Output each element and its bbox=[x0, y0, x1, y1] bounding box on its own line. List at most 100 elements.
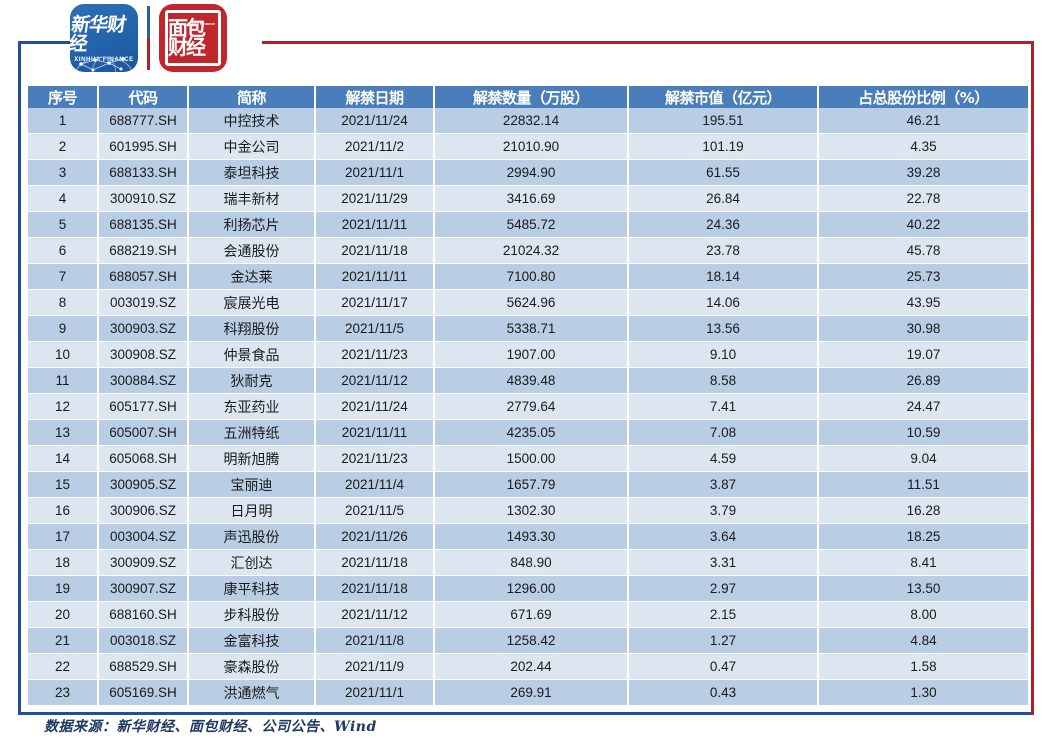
cell-index: 13 bbox=[28, 419, 99, 446]
cell-code: 688219.SH bbox=[98, 237, 189, 264]
cell-unlock-value: 4.59 bbox=[628, 445, 819, 472]
cell-code: 300908.SZ bbox=[98, 341, 189, 368]
column-header-unlock-qty[interactable]: 解禁数量（万股） bbox=[434, 86, 629, 108]
table-row[interactable]: 7 688057.SH 金达莱 2021/11/11 7100.80 18.14 25.73 bbox=[28, 263, 1028, 290]
cell-share-pct: 1.30 bbox=[818, 679, 1028, 706]
cell-share-pct: 9.04 bbox=[818, 445, 1028, 472]
cell-unlock-date: 2021/11/5 bbox=[315, 497, 435, 524]
cell-unlock-value: 7.08 bbox=[628, 419, 819, 446]
cell-unlock-value: 195.51 bbox=[628, 108, 819, 134]
xinhua-logo-en-text: XINHUA FINANCE bbox=[74, 56, 134, 63]
cell-unlock-value: 0.47 bbox=[628, 653, 819, 680]
table-row[interactable]: 20 688160.SH 步科股份 2021/11/12 671.69 2.15 8.00 bbox=[28, 601, 1028, 628]
cell-unlock-value: 14.06 bbox=[628, 289, 819, 316]
cell-unlock-date: 2021/11/18 bbox=[315, 575, 435, 602]
cell-short-name: 洪通燃气 bbox=[188, 679, 316, 706]
table-row[interactable]: 19 300907.SZ 康平科技 2021/11/18 1296.00 2.97 13.5… bbox=[28, 575, 1028, 602]
mianbao-logo-cn-text: 面包财经 bbox=[168, 16, 206, 59]
cell-unlock-qty: 2779.64 bbox=[434, 393, 629, 420]
frame-bottom-border bbox=[18, 712, 1034, 715]
cell-short-name: 会通股份 bbox=[188, 237, 316, 264]
cell-index: 9 bbox=[28, 315, 99, 342]
cell-unlock-value: 1.27 bbox=[628, 627, 819, 654]
cell-short-name: 金达莱 bbox=[188, 263, 316, 290]
cell-short-name: 声迅股份 bbox=[188, 523, 316, 550]
table-row[interactable]: 17 003004.SZ 声迅股份 2021/11/26 1493.30 3.64 18.2… bbox=[28, 523, 1028, 550]
frame-left-border bbox=[18, 41, 21, 715]
table-row[interactable]: 23 605169.SH 洪通燃气 2021/11/1 269.91 0.43 1.30 bbox=[28, 679, 1028, 706]
frame-top-left-border bbox=[18, 41, 108, 44]
cell-short-name: 中金公司 bbox=[188, 133, 316, 160]
table-row[interactable]: 21 003018.SZ 金富科技 2021/11/8 1258.42 1.27 4.84 bbox=[28, 627, 1028, 654]
cell-index: 6 bbox=[28, 237, 99, 264]
cell-unlock-date: 2021/11/23 bbox=[315, 445, 435, 472]
cell-unlock-value: 2.15 bbox=[628, 601, 819, 628]
table-row[interactable]: 15 300905.SZ 宝丽迪 2021/11/4 1657.79 3.87 11.51 bbox=[28, 471, 1028, 498]
cell-unlock-qty: 21024.32 bbox=[434, 237, 629, 264]
cell-index: 1 bbox=[28, 108, 99, 134]
cell-code: 003019.SZ bbox=[98, 289, 189, 316]
column-header-index[interactable]: 序号 bbox=[28, 86, 99, 108]
cell-code: 300910.SZ bbox=[98, 185, 189, 212]
table-header: 序号 代码 简称 解禁日期 解禁数量（万股） 解禁市值（亿元） 占总股份比例（%… bbox=[28, 86, 1028, 108]
cell-code: 003004.SZ bbox=[98, 523, 189, 550]
cell-unlock-date: 2021/11/29 bbox=[315, 185, 435, 212]
table-row[interactable]: 13 605007.SH 五洲特纸 2021/11/11 4235.05 7.08 10.5… bbox=[28, 419, 1028, 446]
table-header-row: 序号 代码 简称 解禁日期 解禁数量（万股） 解禁市值（亿元） 占总股份比例（%… bbox=[28, 86, 1028, 108]
globe-network-icon bbox=[75, 56, 133, 72]
cell-share-pct: 16.28 bbox=[818, 497, 1028, 524]
cell-share-pct: 8.41 bbox=[818, 549, 1028, 576]
cell-index: 20 bbox=[28, 601, 99, 628]
table-row[interactable]: 3 688133.SH 泰坦科技 2021/11/1 2994.90 61.55 39.28 bbox=[28, 159, 1028, 186]
cell-unlock-date: 2021/11/5 bbox=[315, 315, 435, 342]
column-header-unlock-value[interactable]: 解禁市值（亿元） bbox=[628, 86, 819, 108]
cell-unlock-value: 7.41 bbox=[628, 393, 819, 420]
cell-short-name: 金富科技 bbox=[188, 627, 316, 654]
table-row[interactable]: 2 601995.SH 中金公司 2021/11/2 21010.90 101.19 4.3… bbox=[28, 133, 1028, 160]
cell-unlock-date: 2021/11/18 bbox=[315, 549, 435, 576]
cell-unlock-value: 26.84 bbox=[628, 185, 819, 212]
cell-unlock-value: 3.79 bbox=[628, 497, 819, 524]
lockup-expiry-table: 序号 代码 简称 解禁日期 解禁数量（万股） 解禁市值（亿元） 占总股份比例（%… bbox=[28, 86, 1028, 706]
table-row[interactable]: 16 300906.SZ 日月明 2021/11/5 1302.30 3.79 16.28 bbox=[28, 497, 1028, 524]
cell-unlock-qty: 21010.90 bbox=[434, 133, 629, 160]
table-row[interactable]: 22 688529.SH 豪森股份 2021/11/9 202.44 0.47 1.58 bbox=[28, 653, 1028, 680]
cell-unlock-qty: 1657.79 bbox=[434, 471, 629, 498]
table-row[interactable]: 11 300884.SZ 狄耐克 2021/11/12 4839.48 8.58 26.89 bbox=[28, 367, 1028, 394]
column-header-share-pct[interactable]: 占总股份比例（%） bbox=[818, 86, 1028, 108]
cell-code: 300907.SZ bbox=[98, 575, 189, 602]
table-row[interactable]: 8 003019.SZ 宸展光电 2021/11/17 5624.96 14.06 43.9… bbox=[28, 289, 1028, 316]
table-row[interactable]: 6 688219.SH 会通股份 2021/11/18 21024.32 23.78 45.… bbox=[28, 237, 1028, 264]
column-header-unlock-date[interactable]: 解禁日期 bbox=[315, 86, 435, 108]
column-header-code[interactable]: 代码 bbox=[98, 86, 189, 108]
cell-index: 15 bbox=[28, 471, 99, 498]
cell-unlock-date: 2021/11/11 bbox=[315, 211, 435, 238]
cell-unlock-value: 3.87 bbox=[628, 471, 819, 498]
cell-unlock-qty: 1258.42 bbox=[434, 627, 629, 654]
frame-right-border bbox=[1031, 41, 1034, 715]
cell-unlock-date: 2021/11/24 bbox=[315, 393, 435, 420]
cell-share-pct: 4.84 bbox=[818, 627, 1028, 654]
cell-unlock-qty: 3416.69 bbox=[434, 185, 629, 212]
table-row[interactable]: 14 605068.SH 明新旭腾 2021/11/23 1500.00 4.59 9.04 bbox=[28, 445, 1028, 472]
cell-code: 688135.SH bbox=[98, 211, 189, 238]
cell-share-pct: 45.78 bbox=[818, 237, 1028, 264]
table-row[interactable]: 18 300909.SZ 汇创达 2021/11/18 848.90 3.31 8.41 bbox=[28, 549, 1028, 576]
table-row[interactable]: 1 688777.SH 中控技术 2021/11/24 22832.14 195.51 46… bbox=[28, 108, 1028, 134]
table-row[interactable]: 10 300908.SZ 仲景食品 2021/11/23 1907.00 9.10 19.0… bbox=[28, 341, 1028, 368]
table-row[interactable]: 5 688135.SH 利扬芯片 2021/11/11 5485.72 24.36 40.2… bbox=[28, 211, 1028, 238]
column-header-short-name[interactable]: 简称 bbox=[188, 86, 316, 108]
cell-short-name: 康平科技 bbox=[188, 575, 316, 602]
cell-index: 19 bbox=[28, 575, 99, 602]
logo-bar: 新华财经 XINHUA FINANCE 面包财经 Bread Finance bbox=[70, 4, 227, 72]
table-row[interactable]: 4 300910.SZ 瑞丰新材 2021/11/29 3416.69 26.84 22.7… bbox=[28, 185, 1028, 212]
table-row[interactable]: 9 300903.SZ 科翔股份 2021/11/5 5338.71 13.56 30.98 bbox=[28, 315, 1028, 342]
cell-index: 12 bbox=[28, 393, 99, 420]
xinhua-finance-logo: 新华财经 XINHUA FINANCE bbox=[70, 4, 138, 72]
cell-unlock-qty: 1907.00 bbox=[434, 341, 629, 368]
frame-top-right-border bbox=[262, 41, 1034, 44]
cell-share-pct: 11.51 bbox=[818, 471, 1028, 498]
table-row[interactable]: 12 605177.SH 东亚药业 2021/11/24 2779.64 7.41 24.4… bbox=[28, 393, 1028, 420]
table-body: 1 688777.SH 中控技术 2021/11/24 22832.14 195.51 46… bbox=[28, 108, 1028, 706]
cell-code: 300903.SZ bbox=[98, 315, 189, 342]
